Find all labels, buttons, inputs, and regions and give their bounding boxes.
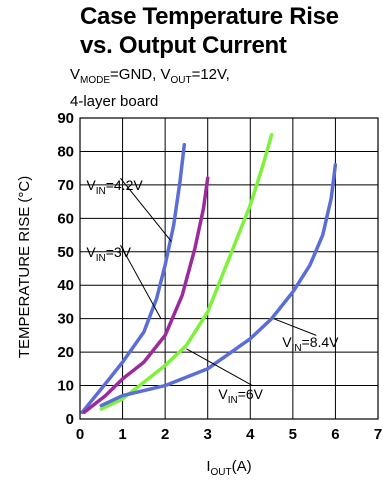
conditions-gnd: =GND, V	[110, 66, 171, 83]
x-tick-labels: 0 1 2 3 4 5 6 7	[76, 426, 382, 443]
conditions-line1: VMODE=GND, VOUT=12V,	[70, 64, 230, 91]
chart-grid	[79, 117, 379, 420]
y-tick-label: 0	[66, 411, 74, 428]
x-tick-label: 1	[118, 426, 126, 443]
x-axis-label-unit: (A)	[232, 458, 252, 475]
conditions-mode-sub: MODE	[80, 75, 111, 86]
x-tick-label: 2	[161, 426, 169, 443]
x-axis-label-sub: OUT	[211, 467, 232, 478]
series-line-0	[80, 143, 187, 415]
y-tick-labels: 0 10 20 30 40 50 60 70 80 90	[57, 110, 74, 428]
series-label: VIN=8.4V	[282, 334, 339, 354]
series-line-1	[82, 176, 210, 415]
series-label: VIN=6V	[218, 386, 263, 406]
annotation-leader	[186, 348, 253, 386]
y-tick-label: 90	[57, 110, 74, 127]
x-tick-label: 0	[76, 426, 84, 443]
y-axis-label: TEMPERATURE RISE (°C)	[16, 176, 33, 358]
plot-frame	[79, 117, 379, 420]
series-line-3	[99, 163, 338, 408]
chart-title: Case Temperature Rise vs. Output Current	[80, 2, 339, 60]
series-line-2	[99, 132, 274, 411]
annotation-leader	[273, 318, 317, 336]
series-lines	[80, 132, 338, 415]
conditions-v1: V	[70, 66, 81, 83]
x-tick-label: 5	[289, 426, 297, 443]
y-tick-label: 30	[57, 311, 74, 328]
conditions-12v: =12V,	[191, 66, 230, 83]
conditions-line2: 4-layer board	[70, 93, 159, 110]
y-tick-label: 70	[57, 177, 74, 194]
chart-title-line1: Case Temperature Rise	[80, 3, 339, 30]
chart-title-line2: vs. Output Current	[80, 32, 287, 59]
annotation-leader	[120, 244, 162, 319]
conditions-out-sub: OUT	[170, 75, 192, 86]
x-axis-label-main: I	[206, 458, 210, 475]
y-tick-label: 50	[57, 244, 74, 261]
annotation-leader	[120, 177, 172, 243]
series-label: VIN=4.2V	[86, 177, 143, 197]
y-tick-label: 60	[57, 210, 74, 227]
y-tick-label: 10	[57, 378, 74, 395]
x-tick-label: 7	[374, 426, 382, 443]
x-tick-label: 3	[204, 426, 212, 443]
x-tick-label: 4	[246, 426, 255, 443]
series-label: VIN=3V	[86, 244, 131, 264]
x-axis-label: IOUT(A)	[206, 458, 251, 478]
y-tick-label: 80	[57, 143, 74, 160]
x-tick-label: 6	[331, 426, 339, 443]
chart-conditions: VMODE=GND, VOUT=12V, 4-layer board	[70, 64, 230, 112]
series-annotations: VIN=4.2V VIN=3V VIN=6V VIN=8.4V	[86, 177, 339, 406]
y-tick-label: 40	[57, 277, 74, 294]
y-tick-label: 20	[57, 344, 74, 361]
